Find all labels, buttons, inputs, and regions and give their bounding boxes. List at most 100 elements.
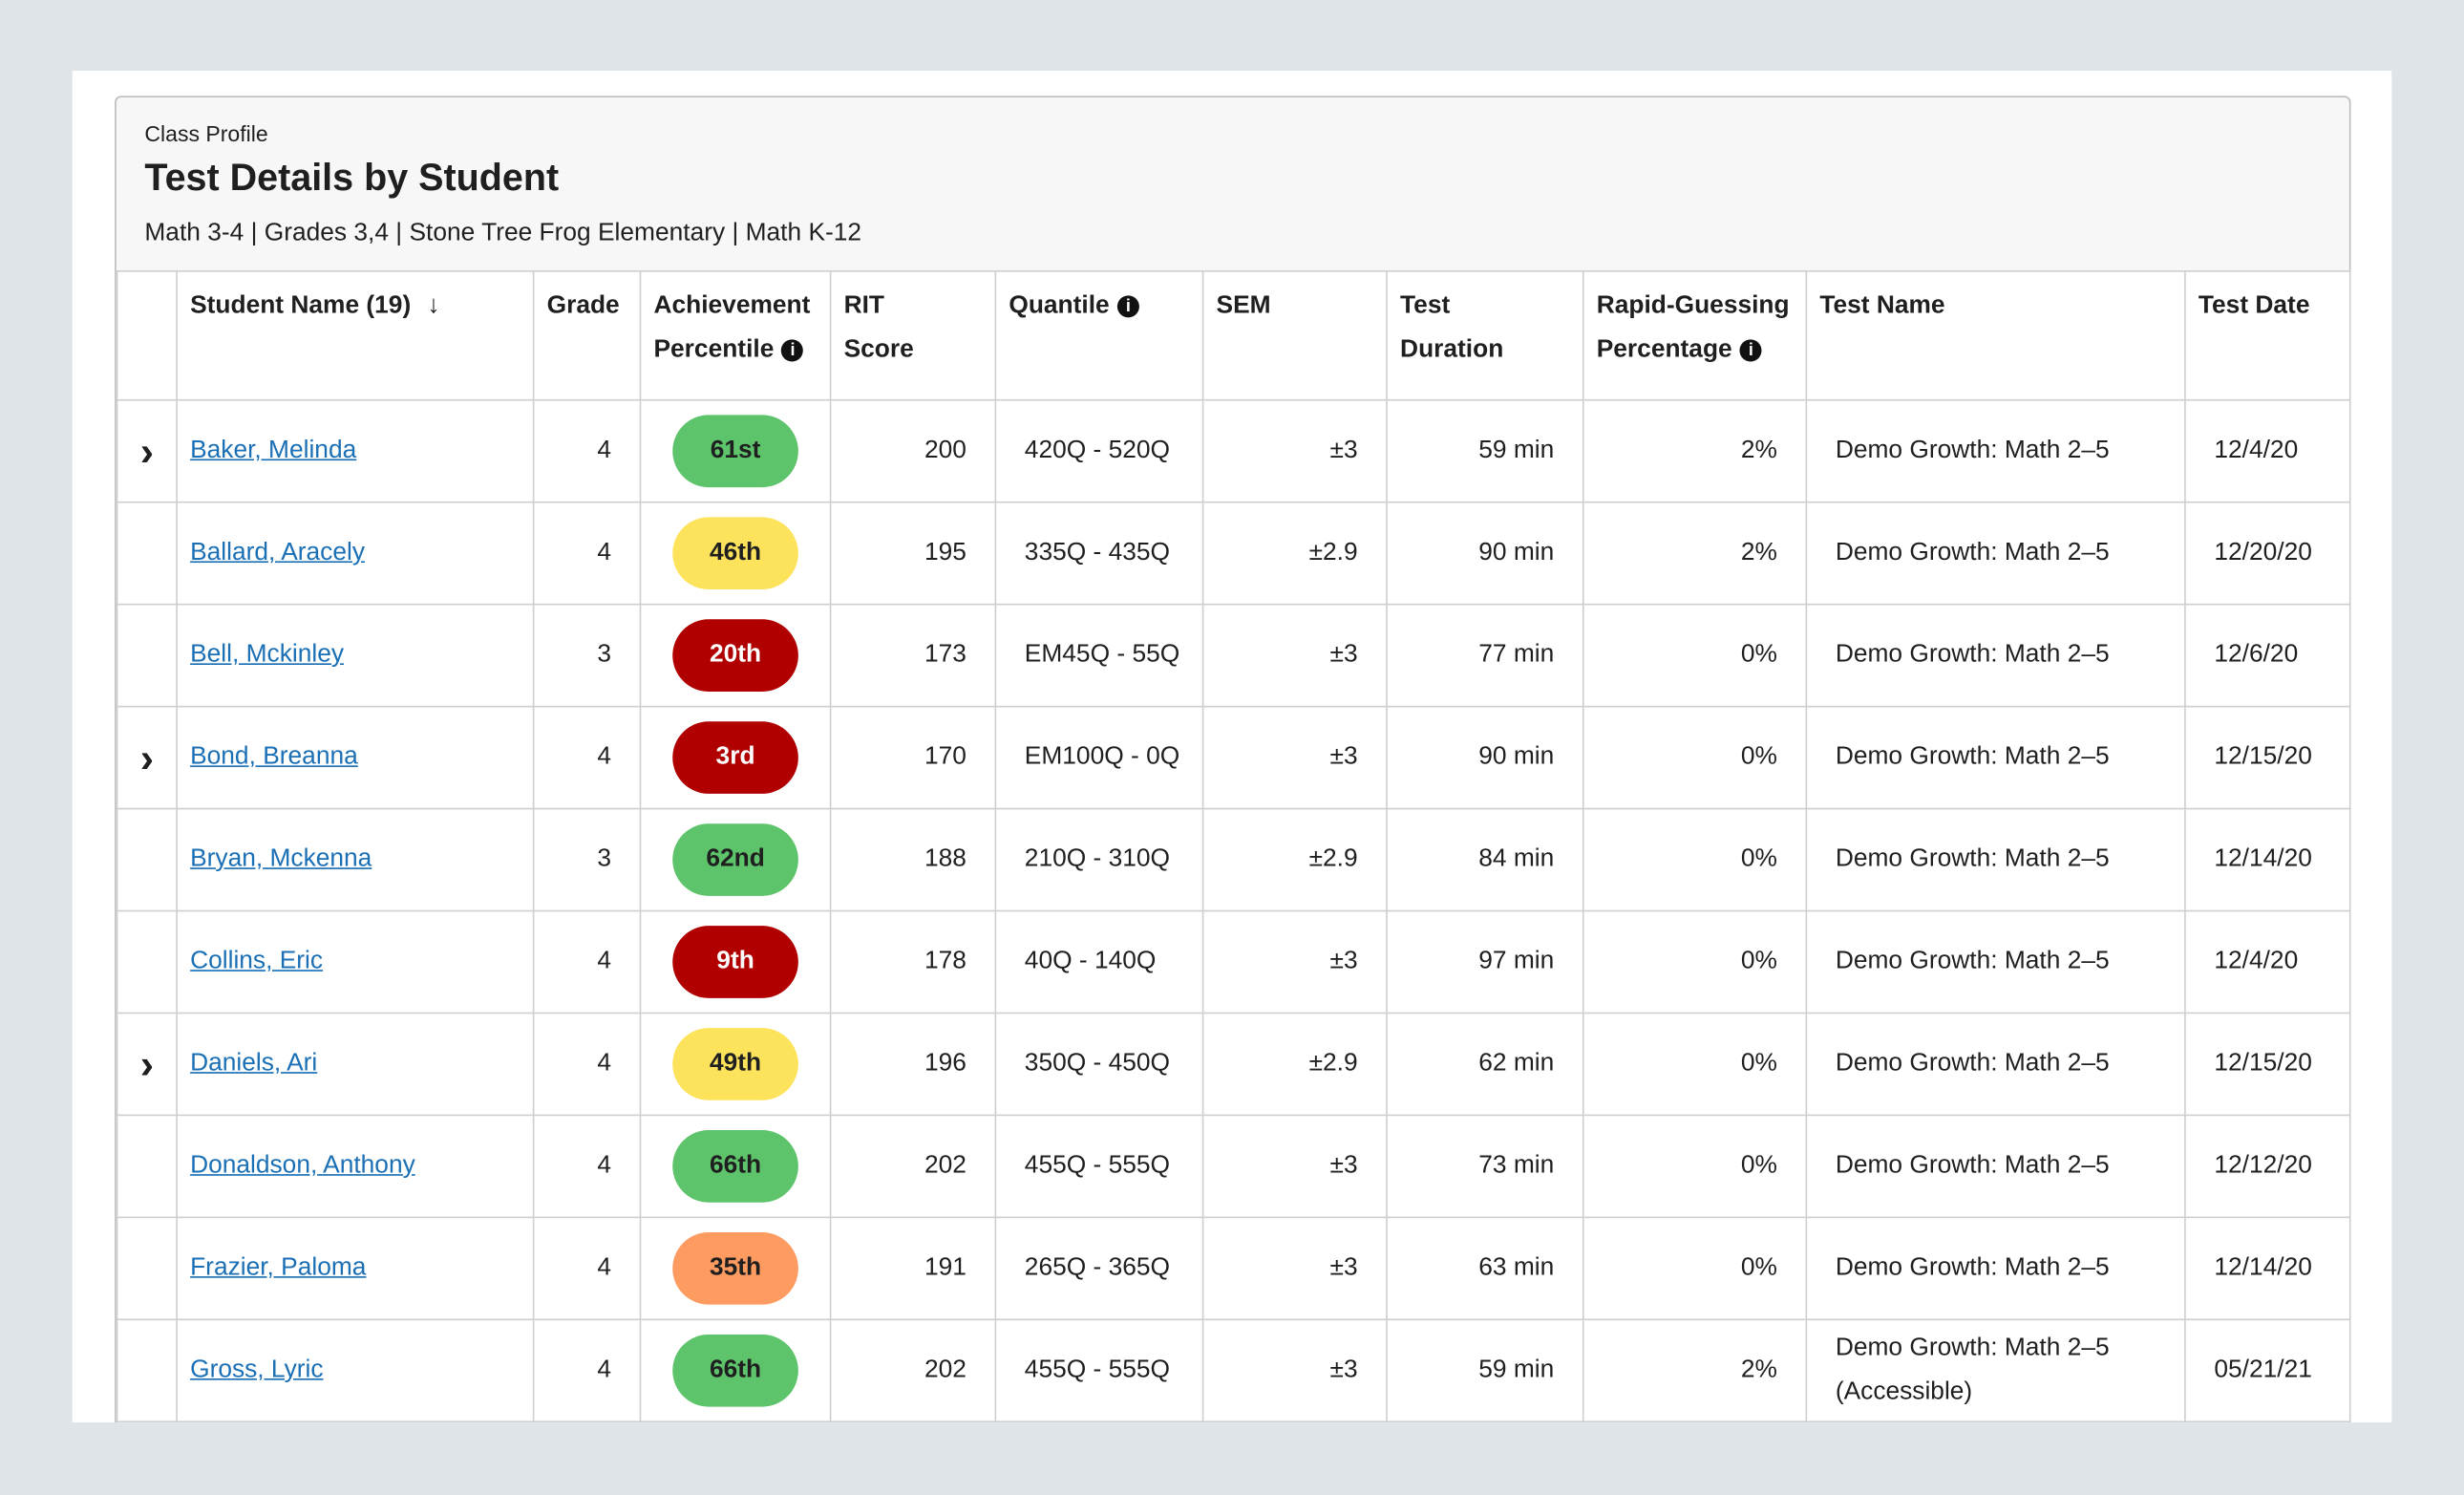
column-header: Rapid-Guessing Percentage i (1582, 270, 1808, 401)
sem-cell: ±3 (1201, 705, 1388, 810)
percentile-badge: 61st (672, 415, 798, 488)
test-date-cell: 12/4/20 (2184, 909, 2351, 1014)
expand-cell (116, 501, 178, 606)
test-date-cell: 12/12/20 (2184, 1114, 2351, 1219)
percentile-cell: 49th (639, 1012, 832, 1117)
grade-cell: 4 (532, 501, 642, 606)
grade-cell: 4 (532, 1012, 642, 1117)
test-date-cell: 12/6/20 (2184, 603, 2351, 708)
rit-cell: 173 (829, 603, 997, 708)
quantile-cell: 335Q - 435Q (994, 501, 1204, 606)
row (116, 1420, 2351, 1423)
rit-cell: 170 (829, 705, 997, 810)
header-line: SEM (1217, 285, 1374, 329)
rapid-guessing-cell: 0% (1582, 603, 1808, 708)
header-line: Achievement (653, 285, 817, 329)
sem-cell: ±3 (1201, 1318, 1388, 1423)
header-text: Test (1400, 292, 1451, 320)
header-line: Percentile i (653, 329, 817, 373)
header-line: Test (1400, 285, 1570, 329)
name-cell: Bond, Breanna (176, 705, 535, 810)
test-name-cell: Demo Growth: Math 2–5 (1805, 705, 2186, 810)
rapid-guessing-cell: 0% (1582, 807, 1808, 912)
info-icon[interactable]: i (1116, 295, 1139, 318)
grade-cell: 3 (532, 807, 642, 912)
expand-cell (116, 909, 178, 1014)
info-icon[interactable]: i (781, 339, 804, 362)
student-link[interactable]: Collins, Eric (190, 948, 324, 975)
test-date-cell: 12/14/20 (2184, 807, 2351, 912)
test-name-cell: Demo Growth: Math 2–5 (1805, 603, 2186, 708)
quantile-cell: 455Q - 555Q (994, 1114, 1204, 1219)
percentile-cell: 20th (639, 603, 832, 708)
column-header: Grade (532, 270, 642, 401)
column-header[interactable]: Student Name (19) ↓ (176, 270, 535, 401)
column-header (116, 270, 178, 401)
expand-chevron[interactable]: › (139, 426, 154, 475)
header-text: Percentage (1596, 336, 1732, 364)
grade-cell: 4 (532, 1318, 642, 1423)
percentile-cell: 9th (639, 909, 832, 1014)
name-cell: Frazier, Paloma (176, 1216, 535, 1321)
student-link[interactable]: Bryan, Mckenna (190, 845, 372, 873)
test-name-cell: Demo Growth: Math 2–5 (1805, 1012, 2186, 1117)
column-header: Test Name (1805, 270, 2186, 401)
name-cell: Collins, Eric (176, 909, 535, 1014)
card: Class Profile Test Details by Student Ma… (72, 71, 2392, 1423)
rapid-guessing-cell: 2% (1582, 398, 1808, 503)
header-text: Test Name (1819, 292, 1945, 320)
test-name-cell: Demo Growth: Math 2–5 (1805, 1114, 2186, 1219)
row: › Daniels, Ari 4 49th 196 350Q - 450Q ±2.9 62 m… (116, 1012, 2351, 1117)
percentile-badge: 46th (672, 517, 798, 590)
percentile-cell: 66th (639, 1114, 832, 1219)
student-link[interactable]: Ballard, Aracely (190, 539, 366, 566)
sort-icon[interactable]: ↓ (420, 292, 440, 320)
expand-chevron[interactable]: › (139, 1039, 154, 1087)
student-link[interactable]: Baker, Melinda (190, 437, 357, 464)
sem-cell: ±3 (1201, 398, 1388, 503)
expand-cell: › (116, 1012, 178, 1117)
test-date-cell: 12/15/20 (2184, 705, 2351, 810)
student-link[interactable]: Frazier, Paloma (190, 1254, 367, 1282)
column-header: Test Duration (1386, 270, 1584, 401)
rit-cell: 195 (829, 501, 997, 606)
name-cell: Daniels, Ari (176, 1012, 535, 1117)
expand-cell (116, 603, 178, 708)
empty-cell (994, 1420, 1204, 1423)
column-header: Achievement Percentile i (639, 270, 832, 401)
header-text: Test Date (2198, 292, 2310, 320)
row: › Baker, Melinda 4 61st 200 420Q - 520Q ±3 59 m… (116, 398, 2351, 503)
grade-cell: 4 (532, 909, 642, 1014)
header-text: Score (843, 336, 914, 364)
header-line: Rapid-Guessing (1597, 285, 1794, 329)
student-link[interactable]: Daniels, Ari (190, 1050, 318, 1078)
expand-chevron[interactable]: › (139, 733, 154, 780)
expand-cell (116, 1114, 178, 1219)
duration-cell: 90 min (1386, 501, 1584, 606)
rapid-guessing-cell: 0% (1582, 1012, 1808, 1117)
student-link[interactable]: Bond, Breanna (190, 743, 358, 771)
student-link[interactable]: Gross, Lyric (190, 1356, 324, 1383)
student-link[interactable]: Donaldson, Anthony (190, 1152, 415, 1180)
row: › Bond, Breanna 4 3rd 170 EM100Q - 0Q ±3 90 min… (116, 705, 2351, 810)
duration-cell: 84 min (1386, 807, 1584, 912)
rapid-guessing-cell: 0% (1582, 909, 1808, 1014)
test-date-cell: 12/20/20 (2184, 501, 2351, 606)
empty-cell (532, 1420, 642, 1423)
header-text: Grade (546, 292, 620, 320)
column-header: RIT Score (829, 270, 997, 401)
percentile-badge: 20th (672, 619, 798, 692)
name-cell: Baker, Melinda (176, 398, 535, 503)
expand-cell (116, 1216, 178, 1321)
table: Student Name (19) ↓ Grade Achievement Perce… (116, 270, 2351, 1423)
percentile-badge: 62nd (672, 823, 798, 896)
header-line: Score (844, 329, 983, 373)
info-icon[interactable]: i (1739, 339, 1762, 362)
test-name-cell: Demo Growth: Math 2–5 (1805, 501, 2186, 606)
quantile-cell: 265Q - 365Q (994, 1216, 1204, 1321)
student-link[interactable]: Bell, Mckinley (190, 641, 345, 669)
empty-cell (1805, 1420, 2186, 1423)
name-cell: Ballard, Aracely (176, 501, 535, 606)
empty-cell (1201, 1420, 1388, 1423)
header-line: Duration (1400, 329, 1570, 373)
